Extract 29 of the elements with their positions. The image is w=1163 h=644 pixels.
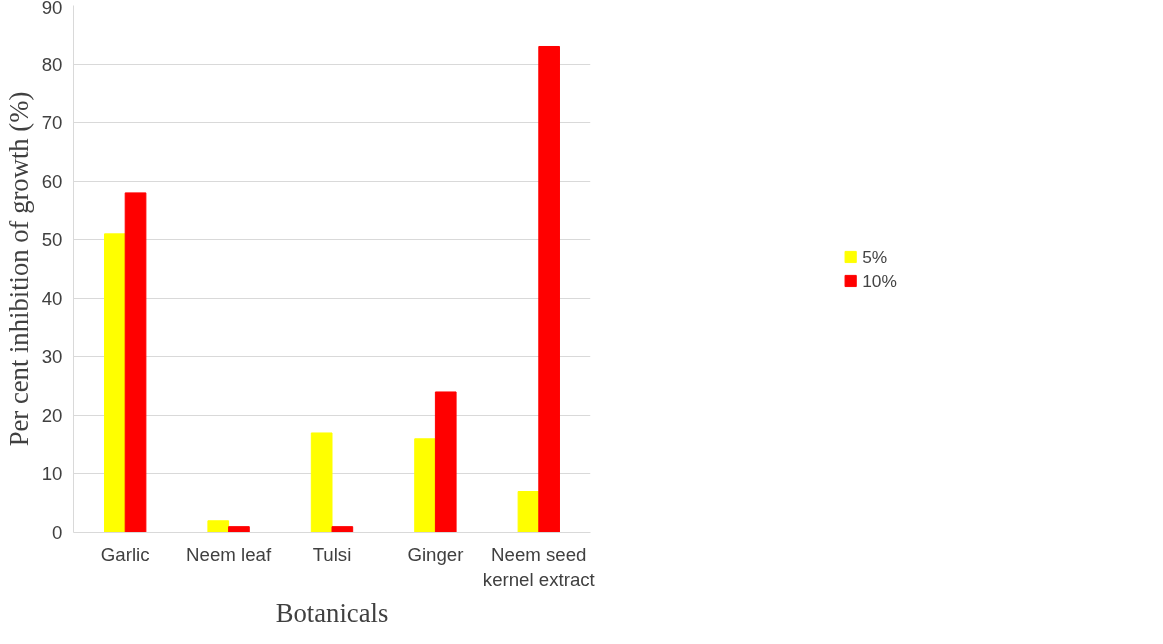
bar — [517, 491, 540, 533]
bar — [414, 438, 436, 533]
x-tick-label: Garlic — [100, 543, 150, 565]
x-tick-label: Neem seed kernel extract — [482, 543, 596, 590]
x-axis-title: Botanicals — [275, 597, 389, 628]
x-tick-label: Neem leaf — [186, 543, 272, 565]
y-axis-title: Per cent inhibition of growth (%) — [3, 91, 34, 447]
y-tick-label: 0 — [52, 522, 63, 543]
y-tick-label: 70 — [41, 112, 63, 134]
bar — [124, 192, 147, 533]
y-tick-label: 10 — [41, 463, 63, 485]
bar — [310, 432, 333, 533]
bar — [434, 391, 457, 533]
bar — [538, 45, 560, 533]
legend-label: 10% — [862, 270, 897, 291]
x-tick-label: Tulsi — [312, 543, 352, 565]
y-tick-label: 60 — [41, 170, 63, 192]
y-tick-label: 90 — [41, 0, 63, 18]
bar — [228, 526, 250, 533]
y-tick-label: 50 — [41, 229, 63, 251]
bar — [207, 520, 230, 533]
y-tick-label: 40 — [41, 287, 63, 309]
y-tick-label: 80 — [41, 53, 63, 75]
legend-label: 5% — [862, 246, 888, 267]
x-tick-label: Ginger — [407, 543, 464, 565]
bar — [104, 233, 126, 533]
bar — [331, 526, 354, 533]
y-tick-label: 20 — [41, 404, 63, 426]
y-tick-label: 30 — [41, 346, 63, 368]
